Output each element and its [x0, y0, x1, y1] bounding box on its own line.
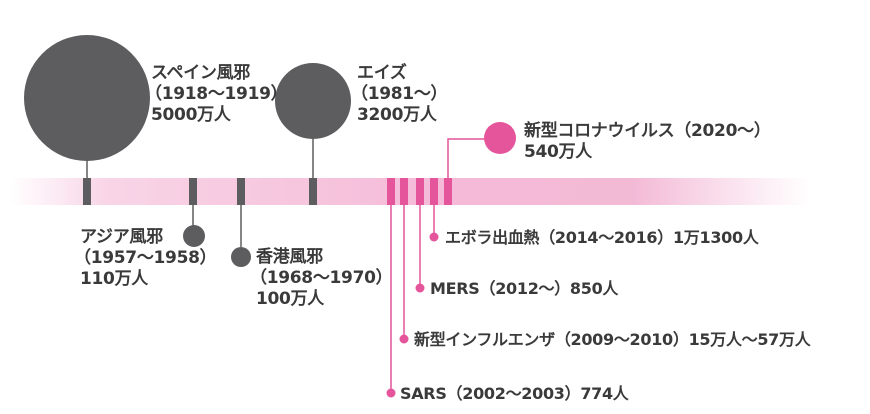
hong-kong-flu-period: （1968〜1970）	[250, 268, 393, 288]
tick-new-flu	[400, 178, 408, 205]
circle-aids	[275, 63, 351, 139]
spanish-flu-period: （1918〜1919）	[145, 84, 288, 104]
dot-new-flu	[399, 334, 409, 344]
covid-name: 新型コロナウイルス（2020〜）	[524, 121, 771, 141]
asian-flu-deaths: 110万人	[80, 269, 148, 289]
label-aids: エイズ （1981〜） 3200万人	[351, 63, 448, 126]
tick-spanish-flu	[83, 178, 91, 205]
tick-asian-flu	[189, 178, 197, 205]
hong-kong-flu-name: 香港風邪	[256, 247, 323, 267]
tick-ebola	[430, 178, 438, 205]
tick-hong-kong-flu	[237, 178, 245, 205]
aids-period: （1981〜）	[351, 84, 448, 104]
circle-hong-kong-flu	[231, 247, 251, 267]
label-hong-kong-flu: 香港風邪 （1968〜1970） 100万人	[250, 247, 393, 310]
covid-deaths: 540万人	[524, 142, 592, 162]
label-ebola: エボラ出血熱（2014〜2016）1万1300人	[445, 228, 759, 247]
dot-mers	[415, 283, 425, 293]
asian-flu-name: アジア風邪	[80, 227, 163, 247]
circle-spanish-flu	[24, 35, 150, 161]
tick-aids	[309, 178, 317, 205]
spanish-flu-name: スペイン風邪	[151, 63, 251, 83]
tick-sars	[387, 178, 395, 205]
label-covid: 新型コロナウイルス（2020〜） 540万人	[524, 121, 771, 163]
dot-ebola	[429, 232, 439, 242]
label-sars: SARS（2002〜2003）774人	[400, 384, 629, 403]
spanish-flu-deaths: 5000万人	[151, 105, 231, 125]
dot-sars	[386, 388, 396, 398]
label-asian-flu: アジア風邪 （1957〜1958） 110万人	[74, 227, 217, 290]
aids-deaths: 3200万人	[357, 105, 437, 125]
tick-mers	[416, 178, 424, 205]
label-spanish-flu: スペイン風邪 （1918〜1919） 5000万人	[145, 63, 288, 126]
timeline-band	[10, 178, 810, 205]
asian-flu-period: （1957〜1958）	[74, 248, 217, 268]
label-new-flu: 新型インフルエンザ（2009〜2010）15万人〜57万人	[414, 330, 811, 349]
tick-covid	[444, 178, 452, 205]
aids-name: エイズ	[357, 63, 407, 83]
circle-asian-flu	[183, 225, 205, 247]
label-mers: MERS（2012〜）850人	[430, 279, 619, 298]
connector-covid	[447, 138, 488, 178]
hong-kong-flu-deaths: 100万人	[256, 289, 324, 309]
circle-covid	[484, 122, 516, 154]
